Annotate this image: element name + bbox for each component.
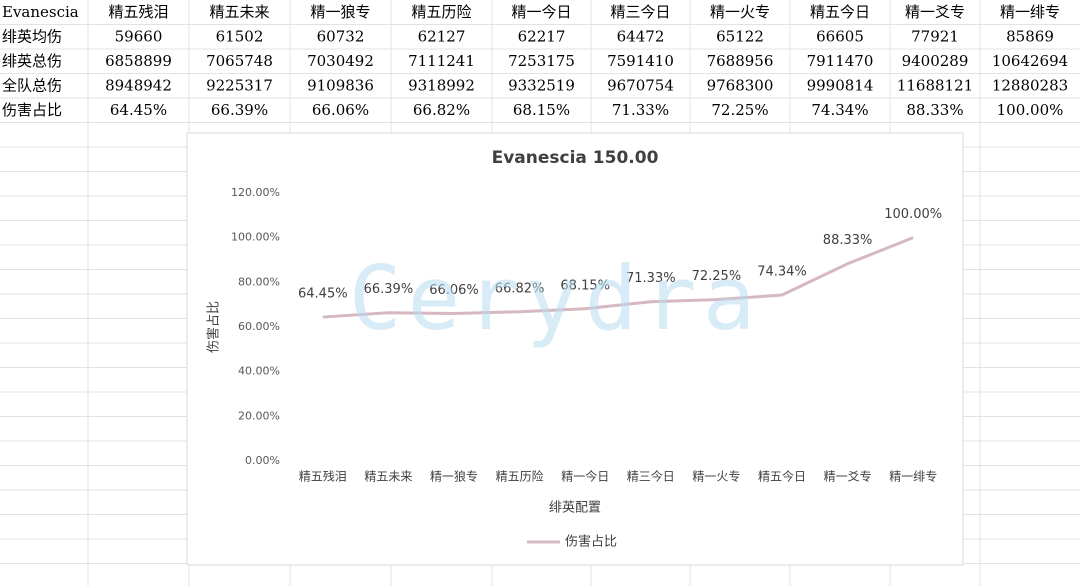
cell: 12880283 (992, 77, 1068, 95)
data-label: 66.39% (364, 282, 414, 297)
cell: 62217 (518, 28, 566, 46)
cell: 9318992 (408, 77, 475, 95)
legend-label: 伤害占比 (565, 534, 617, 550)
cell: 74.34% (811, 101, 868, 119)
cell: 9990814 (807, 77, 874, 95)
cell: 7030492 (307, 52, 374, 70)
x-tick-label: 精三今日 (627, 469, 675, 484)
data-label: 72.25% (692, 269, 742, 284)
series-line (322, 236, 914, 319)
cell: 8948942 (105, 77, 172, 95)
cell: 6858899 (105, 52, 172, 70)
cell: 精三今日 (610, 3, 670, 21)
cell: 66.39% (211, 101, 268, 119)
cell: 9670754 (607, 77, 674, 95)
cell: 61502 (216, 28, 264, 46)
x-tick-label: 精五未来 (364, 470, 412, 484)
cell: 68.15% (513, 101, 570, 119)
data-label: 100.00% (884, 207, 942, 222)
x-tick-label: 精一爻专 (824, 469, 872, 484)
x-tick-label: 精一狼专 (430, 469, 478, 484)
cell: 11688121 (897, 77, 973, 95)
cell: 精一今日 (511, 3, 571, 21)
chart-title: Evanescia 150.00 (492, 148, 659, 168)
cell: 精一狼专 (310, 3, 370, 21)
x-tick-label: 精五残泪 (299, 470, 347, 484)
cell: 65122 (716, 28, 764, 46)
cell: 7688956 (707, 52, 774, 70)
cell: 71.33% (612, 101, 669, 119)
y-axis-title: 伤害占比 (206, 301, 222, 353)
cell: 全队总伤 (2, 77, 62, 95)
x-tick-label: 精五历险 (496, 469, 544, 484)
x-tick-label: 精一绯专 (889, 469, 937, 484)
cell: 精五未来 (209, 3, 269, 21)
cell: 精一绯专 (1000, 3, 1060, 21)
cell: 88.33% (906, 101, 963, 119)
data-label: 88.33% (823, 233, 873, 248)
y-tick-label: 20.00% (238, 409, 280, 422)
cell: 精五残泪 (108, 3, 168, 21)
cell: 9225317 (206, 77, 273, 95)
cell: 60732 (317, 28, 365, 46)
cell: Evanescia (2, 3, 79, 21)
y-tick-label: 120.00% (231, 186, 280, 199)
cell: 100.00% (997, 101, 1064, 119)
cell: 62127 (418, 28, 466, 46)
cell: 64.45% (110, 101, 167, 119)
cell: 7111241 (408, 52, 475, 70)
x-tick-label: 精一火专 (692, 469, 740, 484)
cell: 精一火专 (710, 3, 770, 21)
cell: 9109836 (307, 77, 374, 95)
cell: 精五今日 (810, 3, 870, 21)
cell: 7911470 (807, 52, 874, 70)
y-tick-label: 0.00% (245, 454, 280, 467)
data-label: 74.34% (757, 264, 807, 279)
cell: 66.06% (312, 101, 369, 119)
y-tick-label: 100.00% (231, 231, 280, 244)
watermark: Cerydra (349, 247, 762, 350)
x-axis-title: 绯英配置 (549, 501, 601, 516)
cell: 59660 (115, 28, 163, 46)
data-label: 71.33% (626, 271, 676, 286)
cell: 10642694 (992, 52, 1068, 70)
cell: 绯英总伤 (2, 52, 62, 70)
cell: 77921 (911, 28, 959, 46)
cell: 伤害占比 (2, 101, 62, 119)
data-label: 64.45% (298, 287, 348, 302)
y-tick-label: 40.00% (238, 365, 280, 378)
data-label: 68.15% (560, 278, 610, 293)
cell: 66.82% (413, 101, 470, 119)
data-label: 66.06% (429, 283, 479, 298)
cell: 7591410 (607, 52, 674, 70)
y-tick-label: 80.00% (238, 275, 280, 288)
cell: 9768300 (707, 77, 774, 95)
cell: 9332519 (508, 77, 575, 95)
cell: 64472 (617, 28, 665, 46)
cell: 绯英均伤 (2, 28, 62, 46)
cell: 85869 (1006, 28, 1054, 46)
x-tick-label: 精一今日 (561, 469, 609, 484)
chart-area[interactable] (186, 132, 964, 566)
y-tick-label: 60.00% (238, 320, 280, 333)
data-label: 66.82% (495, 281, 545, 296)
cell: 66605 (816, 28, 864, 46)
cell: 精五历险 (411, 3, 471, 21)
cell: 72.25% (711, 101, 768, 119)
cell: 9400289 (902, 52, 969, 70)
cell: 7253175 (508, 52, 575, 70)
cell: 精一爻专 (905, 3, 965, 21)
x-tick-label: 精五今日 (758, 469, 806, 484)
cell: 7065748 (206, 52, 273, 70)
